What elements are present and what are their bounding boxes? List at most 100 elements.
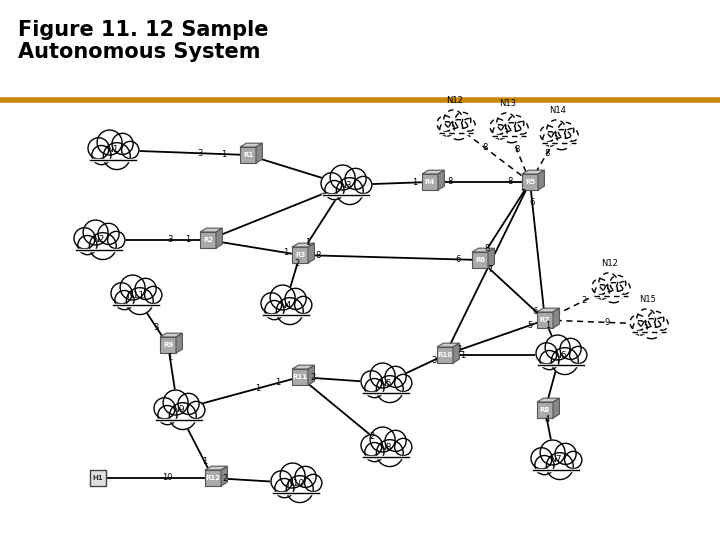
Polygon shape xyxy=(240,147,256,163)
Circle shape xyxy=(163,390,188,415)
Circle shape xyxy=(98,224,119,245)
Polygon shape xyxy=(538,170,544,190)
Text: 10: 10 xyxy=(162,474,172,483)
Text: N15: N15 xyxy=(639,295,657,304)
Circle shape xyxy=(122,141,139,159)
Text: N3: N3 xyxy=(338,180,351,190)
Text: N2: N2 xyxy=(92,235,104,245)
Circle shape xyxy=(610,275,626,291)
Polygon shape xyxy=(437,347,453,363)
Circle shape xyxy=(545,335,570,360)
Text: R2: R2 xyxy=(203,237,213,243)
Polygon shape xyxy=(292,365,315,369)
Circle shape xyxy=(120,275,145,300)
Text: H1: H1 xyxy=(93,475,103,481)
Polygon shape xyxy=(453,343,459,363)
Circle shape xyxy=(265,300,284,320)
Text: R9: R9 xyxy=(163,342,173,348)
Circle shape xyxy=(83,220,108,245)
Text: 6: 6 xyxy=(533,307,538,315)
Text: N12: N12 xyxy=(602,259,618,268)
Text: Figure 11. 12 Sample: Figure 11. 12 Sample xyxy=(18,20,269,40)
Ellipse shape xyxy=(321,171,369,199)
Circle shape xyxy=(493,125,508,139)
Polygon shape xyxy=(472,248,495,252)
Text: 3: 3 xyxy=(154,323,159,332)
Text: Autonomous System: Autonomous System xyxy=(18,42,261,62)
Circle shape xyxy=(370,363,395,388)
Ellipse shape xyxy=(271,469,319,497)
Circle shape xyxy=(285,288,306,309)
Ellipse shape xyxy=(74,226,122,254)
Text: 6: 6 xyxy=(456,255,461,264)
Text: 1: 1 xyxy=(167,354,173,362)
Ellipse shape xyxy=(361,369,409,396)
Text: 1: 1 xyxy=(412,178,418,187)
Text: R6: R6 xyxy=(475,257,485,263)
Circle shape xyxy=(336,178,364,205)
Ellipse shape xyxy=(630,314,666,334)
Circle shape xyxy=(385,366,406,387)
Circle shape xyxy=(547,120,566,139)
Text: 6: 6 xyxy=(530,198,535,207)
Circle shape xyxy=(287,476,313,503)
Polygon shape xyxy=(537,312,553,328)
Circle shape xyxy=(107,231,125,248)
Circle shape xyxy=(365,379,384,397)
Text: 1: 1 xyxy=(276,379,281,387)
Circle shape xyxy=(330,165,355,190)
Text: 1: 1 xyxy=(221,150,226,159)
Circle shape xyxy=(154,398,175,419)
Circle shape xyxy=(564,451,582,469)
Text: 7: 7 xyxy=(520,189,525,198)
Circle shape xyxy=(135,278,156,300)
Circle shape xyxy=(655,318,668,330)
Ellipse shape xyxy=(111,281,159,308)
Circle shape xyxy=(440,122,454,136)
Text: N6: N6 xyxy=(554,350,566,360)
Circle shape xyxy=(599,273,618,292)
Polygon shape xyxy=(438,170,444,190)
Circle shape xyxy=(558,123,574,138)
Polygon shape xyxy=(308,365,315,385)
Text: N11: N11 xyxy=(126,291,144,300)
Polygon shape xyxy=(292,243,315,247)
Polygon shape xyxy=(437,343,459,347)
Circle shape xyxy=(325,180,344,200)
Polygon shape xyxy=(216,228,222,248)
Circle shape xyxy=(642,319,662,339)
Ellipse shape xyxy=(261,292,309,319)
Circle shape xyxy=(592,279,608,295)
Circle shape xyxy=(294,296,312,314)
Circle shape xyxy=(497,113,516,132)
Text: 8: 8 xyxy=(315,251,320,260)
Text: N9: N9 xyxy=(172,406,184,415)
Text: 9: 9 xyxy=(604,318,609,327)
Circle shape xyxy=(361,371,382,392)
Ellipse shape xyxy=(592,278,628,299)
Text: 8: 8 xyxy=(482,143,487,152)
Text: 2: 2 xyxy=(310,373,315,382)
Polygon shape xyxy=(488,248,495,268)
Text: R5: R5 xyxy=(525,179,535,185)
Circle shape xyxy=(565,129,578,141)
Text: N10: N10 xyxy=(286,478,304,488)
Circle shape xyxy=(261,293,282,314)
Circle shape xyxy=(540,440,565,465)
Polygon shape xyxy=(176,333,182,353)
Text: N4: N4 xyxy=(279,300,291,309)
Circle shape xyxy=(361,435,382,456)
Polygon shape xyxy=(537,308,559,312)
Circle shape xyxy=(455,112,471,128)
Circle shape xyxy=(270,285,295,310)
Text: 3: 3 xyxy=(167,235,172,245)
Text: N14: N14 xyxy=(549,106,567,115)
Circle shape xyxy=(370,427,395,452)
Circle shape xyxy=(540,350,559,370)
Circle shape xyxy=(158,406,177,424)
Text: R8: R8 xyxy=(540,407,550,413)
Circle shape xyxy=(502,123,522,143)
Circle shape xyxy=(104,143,130,170)
Ellipse shape xyxy=(88,137,136,164)
Text: R4: R4 xyxy=(425,179,435,185)
